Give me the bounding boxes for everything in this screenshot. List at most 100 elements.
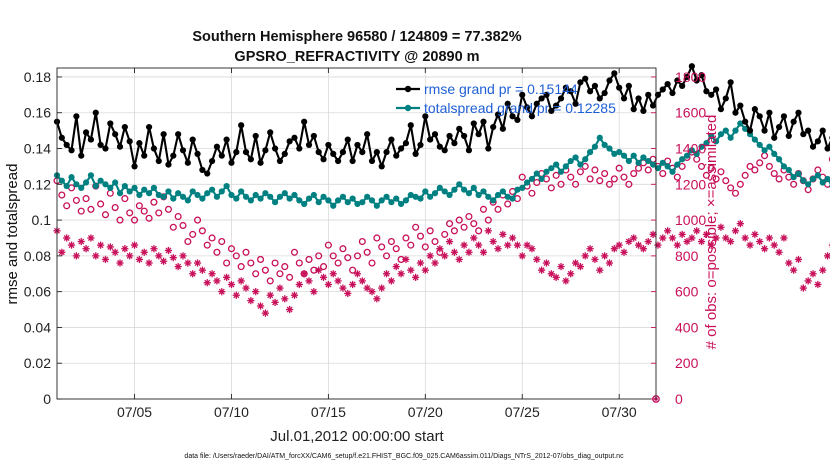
- totalspread-point: [58, 177, 65, 184]
- obs-possible-point: [373, 234, 381, 242]
- rmse-point: [310, 132, 317, 140]
- rmse-point: [359, 148, 366, 156]
- totalspread-point: [252, 191, 259, 199]
- rmse-point: [771, 134, 778, 141]
- y-tick-label: 0.06: [24, 284, 51, 300]
- rmse-point: [514, 116, 521, 123]
- obs-possible-point: [169, 223, 177, 231]
- rmse-point: [591, 82, 599, 89]
- obs-assimilated-point: [785, 259, 793, 267]
- totalspread-point: [242, 193, 250, 200]
- obs-possible-point: [271, 259, 279, 267]
- totalspread-point: [611, 150, 618, 157]
- obs-possible-point: [528, 189, 536, 197]
- obs-possible-point: [693, 155, 701, 163]
- obs-possible-point: [82, 195, 90, 203]
- rmse-point: [116, 143, 124, 150]
- totalspread-point: [397, 200, 405, 208]
- obs-assimilated-point: [649, 230, 657, 238]
- rmse-point: [485, 145, 492, 152]
- totalspread-point: [92, 182, 99, 190]
- rmse-point: [364, 131, 371, 138]
- rmse-point: [165, 161, 172, 168]
- rmse-point: [693, 77, 700, 84]
- obs-possible-point: [295, 259, 303, 267]
- legend-marker-totalspread: [404, 104, 412, 112]
- totalspread-point: [727, 134, 734, 141]
- totalspread-point: [780, 163, 788, 170]
- totalspread-point: [228, 191, 235, 199]
- rmse-point: [766, 109, 773, 116]
- totalspread-point: [514, 186, 521, 193]
- obs-possible-point: [412, 223, 420, 231]
- x-tick-label: 07/30: [602, 404, 637, 420]
- rmse-point: [611, 70, 618, 77]
- obs-possible-point: [353, 252, 362, 260]
- rmse-point: [737, 102, 744, 109]
- rmse-point: [523, 104, 531, 111]
- y-axis-label: rmse and totalspread: [4, 164, 21, 305]
- y-tick-label: 0.18: [24, 69, 51, 85]
- obs-possible-point: [741, 171, 749, 179]
- obs-assimilated-point: [416, 259, 425, 267]
- totalspread-point: [436, 184, 443, 191]
- y2-tick-label: 1200: [675, 176, 706, 192]
- obs-possible-point: [247, 259, 255, 267]
- totalspread-point: [107, 184, 114, 191]
- obs-assimilated-point: [378, 284, 386, 292]
- obs-assimilated-point: [295, 280, 303, 289]
- rmse-point: [582, 75, 589, 82]
- rmse-point: [160, 131, 167, 138]
- obs-possible-point: [198, 227, 206, 235]
- totalspread-point: [97, 177, 104, 184]
- obs-possible-point: [814, 166, 822, 174]
- rmse-point: [213, 143, 221, 150]
- obs-assimilated-point: [179, 252, 187, 260]
- obs-assimilated-point: [353, 270, 362, 278]
- totalspread-point: [359, 199, 366, 206]
- rmse-point: [567, 88, 574, 95]
- obs-possible-point: [702, 171, 710, 179]
- rmse-point: [194, 150, 201, 157]
- totalspread-point: [126, 188, 133, 195]
- obs-assimilated-point: [397, 270, 405, 278]
- rmse-point: [679, 82, 686, 89]
- obs-assimilated-point: [518, 252, 526, 260]
- rmse-point: [625, 82, 632, 89]
- obs-assimilated-point: [305, 277, 313, 285]
- obs-assimilated-point: [494, 245, 502, 253]
- obs-assimilated-point: [130, 241, 139, 249]
- obs-assimilated-point: [533, 255, 541, 264]
- obs-possible-point: [717, 168, 725, 176]
- obs-assimilated-point: [58, 248, 66, 256]
- totalspread-point: [577, 161, 584, 168]
- obs-assimilated-point: [121, 245, 129, 253]
- obs-assimilated-point: [106, 243, 114, 251]
- obs-possible-point: [712, 175, 720, 183]
- obs-possible-point: [722, 177, 730, 185]
- obs-possible-point: [101, 211, 110, 219]
- obs-possible-point: [620, 173, 628, 181]
- obs-possible-point: [266, 277, 274, 285]
- rmse-point: [688, 63, 695, 70]
- totalspread-point: [257, 195, 264, 202]
- obs-possible-point: [135, 202, 143, 210]
- obs-assimilated-point: [135, 255, 143, 264]
- obs-assimilated-point: [198, 266, 206, 274]
- obs-assimilated-point: [92, 252, 100, 260]
- rmse-point: [233, 148, 240, 156]
- totalspread-point: [630, 152, 637, 159]
- rmse-point: [170, 152, 177, 159]
- obs-assimilated-point: [63, 234, 71, 242]
- obs-possible-point: [475, 227, 483, 235]
- rmse-point: [78, 152, 85, 159]
- totalspread-point: [664, 163, 671, 170]
- rmse-point: [785, 132, 792, 140]
- rmse-point: [136, 140, 143, 147]
- x-tick-label: 07/15: [311, 404, 346, 420]
- obs-assimilated-point: [82, 245, 90, 253]
- totalspread-point: [422, 188, 429, 195]
- totalspread-point: [703, 140, 710, 147]
- rmse-point: [616, 84, 623, 91]
- totalspread-point: [102, 181, 109, 188]
